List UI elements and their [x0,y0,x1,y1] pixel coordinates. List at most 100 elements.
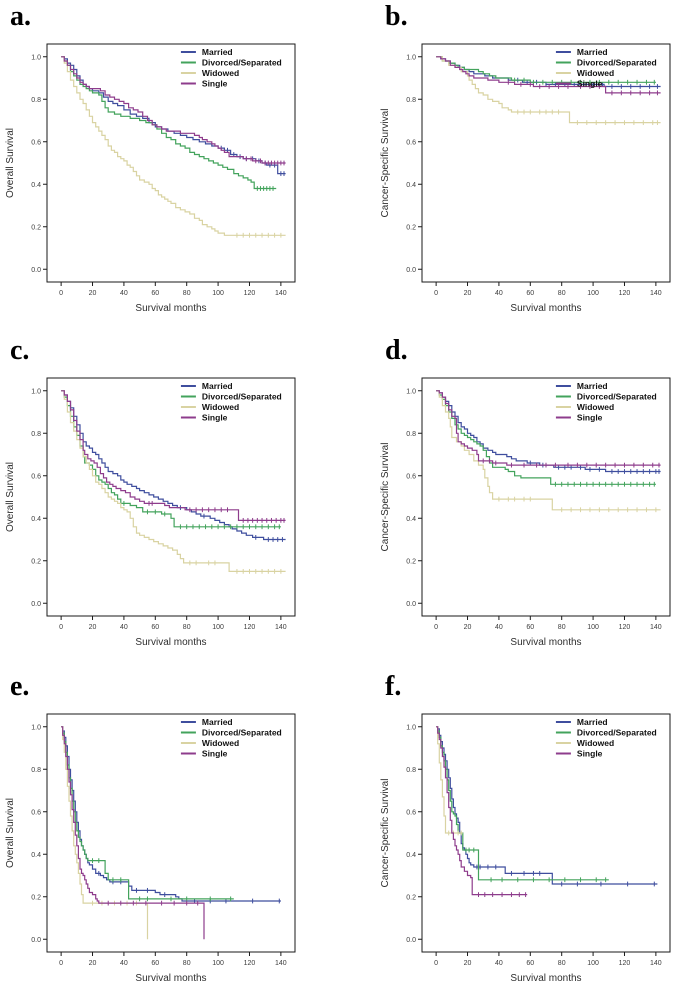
y-tick-label: 1.0 [406,54,416,61]
legend-label-divorced-separated: Divorced/Separated [202,392,282,402]
series-line-single [61,390,286,521]
y-tick-label: 0.0 [31,267,41,274]
series-line-widowed [61,726,149,940]
x-tick-label: 60 [151,624,159,631]
plot-border [46,377,296,617]
x-axis-title: Survival months [510,303,581,314]
y-tick-label: 0.4 [406,516,416,523]
x-tick-label: 140 [275,960,287,967]
x-tick-label: 20 [464,960,472,967]
y-tick-label: 0.4 [31,852,41,859]
x-tick-label: 60 [151,960,159,967]
y-tick-label: 0.0 [406,937,416,944]
y-tick-label: 0.8 [31,431,41,438]
legend-label-widowed: Widowed [202,402,239,412]
legend-label-divorced-separated: Divorced/Separated [577,392,657,402]
y-tick-label: 1.0 [31,724,41,731]
x-tick-label: 60 [526,290,534,297]
x-tick-label: 120 [619,624,631,631]
series-line-widowed [436,390,661,511]
x-tick-label: 0 [59,960,63,967]
y-tick-label: 0.4 [406,182,416,189]
legend-label-single: Single [577,749,603,759]
panel-c-label: c. [10,335,30,366]
y-tick-label: 0.0 [31,601,41,608]
km-chart-b: 0 20 40 60 80 100 120 140 0.0 0.2 0.4 0.6 0.8 1.0 Surv… [380,43,671,314]
x-tick-label: 100 [587,960,599,967]
y-tick-label: 0.8 [406,97,416,104]
series-line-married [61,56,286,175]
legend-label-married: Married [577,717,608,727]
x-tick-label: 60 [151,290,159,297]
legend-label-married: Married [202,381,233,391]
series-line-divorced-separated [436,390,656,485]
x-tick-label: 40 [120,624,128,631]
km-chart-f: 0 20 40 60 80 100 120 140 0.0 0.2 0.4 0.6 0.8 1.0 Surv… [380,713,671,984]
x-tick-label: 20 [89,624,97,631]
x-tick-label: 140 [275,290,287,297]
y-tick-label: 0.0 [406,267,416,274]
panel-b: b. 0 20 40 60 80 100 120 140 0.0 0.2 0.4 0.6 0.8 1.0 S… [339,0,677,334]
y-axis-title: Cancer-Specific Survival [380,109,391,218]
y-axis-title: Overall Survival [5,462,16,532]
x-tick-label: 120 [244,624,256,631]
x-tick-label: 20 [464,624,472,631]
panel-a-label: a. [10,1,31,32]
x-tick-label: 60 [526,624,534,631]
x-axis-title: Survival months [510,973,581,984]
y-tick-label: 0.8 [31,97,41,104]
y-tick-label: 0.2 [406,894,416,901]
legend-label-divorced-separated: Divorced/Separated [202,58,282,68]
y-tick-label: 0.0 [31,937,41,944]
legend-label-widowed: Widowed [577,68,614,78]
x-tick-label: 100 [212,290,224,297]
x-tick-label: 40 [495,624,503,631]
x-axis-title: Survival months [510,637,581,648]
y-axis-title: Cancer-Specific Survival [380,779,391,888]
x-tick-label: 100 [587,624,599,631]
y-tick-label: 0.6 [406,473,416,480]
y-tick-label: 0.6 [406,139,416,146]
series-line-single [61,726,205,940]
y-tick-label: 1.0 [31,54,41,61]
x-tick-label: 80 [558,290,566,297]
y-tick-label: 0.2 [31,894,41,901]
x-tick-label: 100 [212,624,224,631]
legend-label-single: Single [202,749,228,759]
x-tick-label: 20 [89,960,97,967]
plot-border [421,377,671,617]
y-tick-label: 0.6 [31,473,41,480]
series-line-divorced-separated [61,390,281,528]
x-tick-label: 140 [650,624,662,631]
panel-e: e. 0 20 40 60 80 100 120 140 0.0 0.2 0.4 0.6 0.8 1.0 S… [0,670,339,997]
legend-label-widowed: Widowed [202,738,239,748]
y-tick-label: 0.6 [31,809,41,816]
series-line-married [61,390,286,541]
x-tick-label: 100 [587,290,599,297]
plot-border [421,43,671,283]
x-tick-label: 20 [89,290,97,297]
y-tick-label: 1.0 [406,388,416,395]
x-tick-label: 0 [59,624,63,631]
series-line-married [436,726,658,885]
x-tick-label: 140 [650,290,662,297]
plot-border [421,713,671,953]
km-chart-c: 0 20 40 60 80 100 120 140 0.0 0.2 0.4 0.6 0.8 1.0 Surv… [5,377,296,648]
plot-border [46,43,296,283]
y-tick-label: 0.2 [406,224,416,231]
x-tick-label: 0 [434,624,438,631]
panel-f-label: f. [385,671,402,702]
series-line-divorced-separated [61,56,277,190]
x-tick-label: 40 [120,960,128,967]
x-tick-label: 0 [434,960,438,967]
x-tick-label: 0 [434,290,438,297]
y-tick-label: 0.4 [31,516,41,523]
series-line-single [61,56,286,164]
legend-label-married: Married [577,381,608,391]
x-tick-label: 140 [650,960,662,967]
series-line-widowed [436,726,463,834]
legend-label-single: Single [202,413,228,423]
legend-label-single: Single [577,79,603,89]
legend-label-married: Married [577,47,608,57]
